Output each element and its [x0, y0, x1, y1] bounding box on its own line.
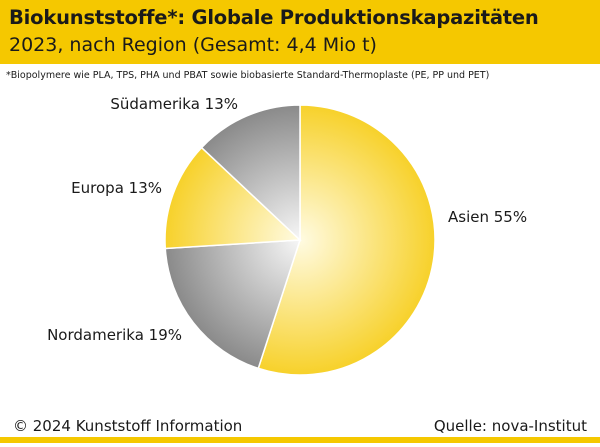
slice-label-europa: Europa 13%	[71, 179, 162, 197]
pie-slice-asien	[257, 104, 436, 376]
pie-slice-nordamerika	[164, 239, 302, 370]
bottom-accent-bar	[0, 437, 600, 443]
copyright-text: © 2024 Kunststoff Information	[13, 417, 243, 435]
pie-slice-sdamerika	[200, 104, 301, 242]
footnote: *Biopolymere wie PLA, TPS, PHA und PBAT …	[6, 70, 490, 81]
header-bar: Biokunststoffe*: Globale Produktionskapa…	[0, 0, 600, 64]
chart-subtitle: 2023, nach Region (Gesamt: 4,4 Mio t)	[9, 34, 377, 56]
slice-label-sdamerika: Südamerika 13%	[110, 95, 238, 113]
source-text: Quelle: nova-Institut	[433, 417, 587, 435]
slice-label-nordamerika: Nordamerika 19%	[47, 326, 182, 344]
pie-slice-europa	[164, 146, 302, 250]
chart-title: Biokunststoffe*: Globale Produktionskapa…	[9, 6, 539, 29]
slice-label-asien: Asien 55%	[448, 208, 527, 226]
